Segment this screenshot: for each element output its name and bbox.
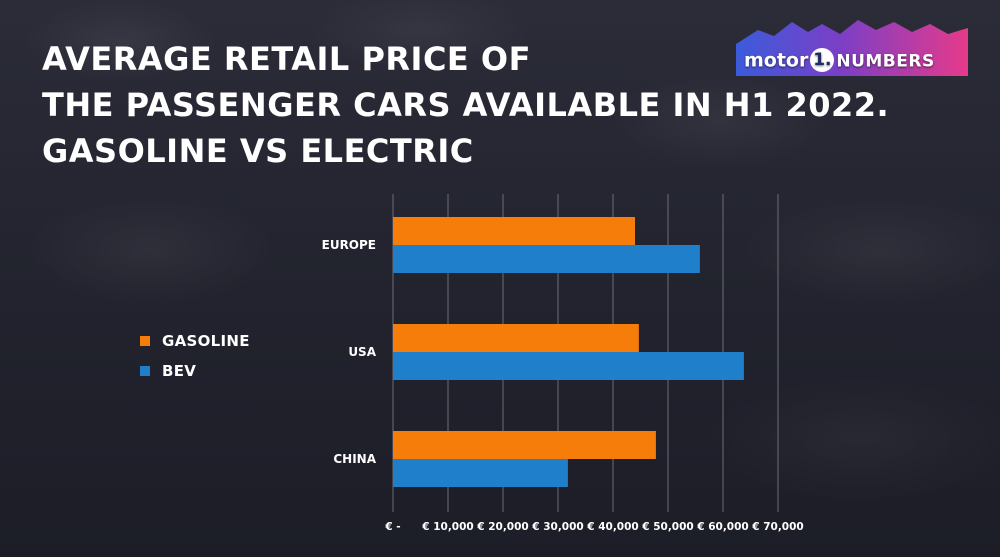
category-label-usa: USA: [348, 345, 376, 359]
legend-item-bev: BEV: [140, 358, 250, 384]
legend-swatch: [140, 366, 150, 376]
category-label-europe: EUROPE: [322, 238, 376, 252]
x-tick-label-2: € 20,000: [476, 521, 528, 533]
chart-legend: GASOLINE BEV: [140, 328, 250, 388]
title-line-1: AVERAGE RETAIL PRICE OF: [42, 40, 531, 78]
bar-china-bev: [393, 459, 568, 487]
legend-label: BEV: [162, 362, 197, 380]
legend-item-gasoline: GASOLINE: [140, 328, 250, 354]
x-tick-label-4: € 40,000: [586, 521, 638, 533]
legend-label: GASOLINE: [162, 332, 250, 350]
bar-europe-bev: [393, 245, 700, 273]
bar-europe-gasoline: [393, 217, 635, 245]
x-tick-label-5: € 50,000: [641, 521, 693, 533]
x-tick-label-0: € -: [384, 521, 400, 533]
logo-wordmark: motor 1. NUMBERS: [744, 48, 935, 72]
bar-usa-bev: [393, 352, 744, 380]
bar-china-gasoline: [393, 431, 656, 459]
title-line-3: GASOLINE VS ELECTRIC: [42, 132, 474, 170]
title-line-2: THE PASSENGER CARS AVAILABLE IN H1 2022.: [42, 86, 890, 124]
chart-title: AVERAGE RETAIL PRICE OF THE PASSENGER CA…: [42, 36, 889, 174]
x-tick-label-1: € 10,000: [421, 521, 473, 533]
logo-mountain-shape: [736, 20, 968, 76]
category-label-china: CHINA: [333, 452, 376, 466]
legend-swatch: [140, 336, 150, 346]
x-tick-label-7: € 70,000: [751, 521, 803, 533]
x-tick-label-3: € 30,000: [531, 521, 583, 533]
motor1-numbers-logo: motor 1. NUMBERS: [736, 14, 968, 76]
x-tick-label-6: € 60,000: [696, 521, 748, 533]
bar-usa-gasoline: [393, 324, 639, 352]
